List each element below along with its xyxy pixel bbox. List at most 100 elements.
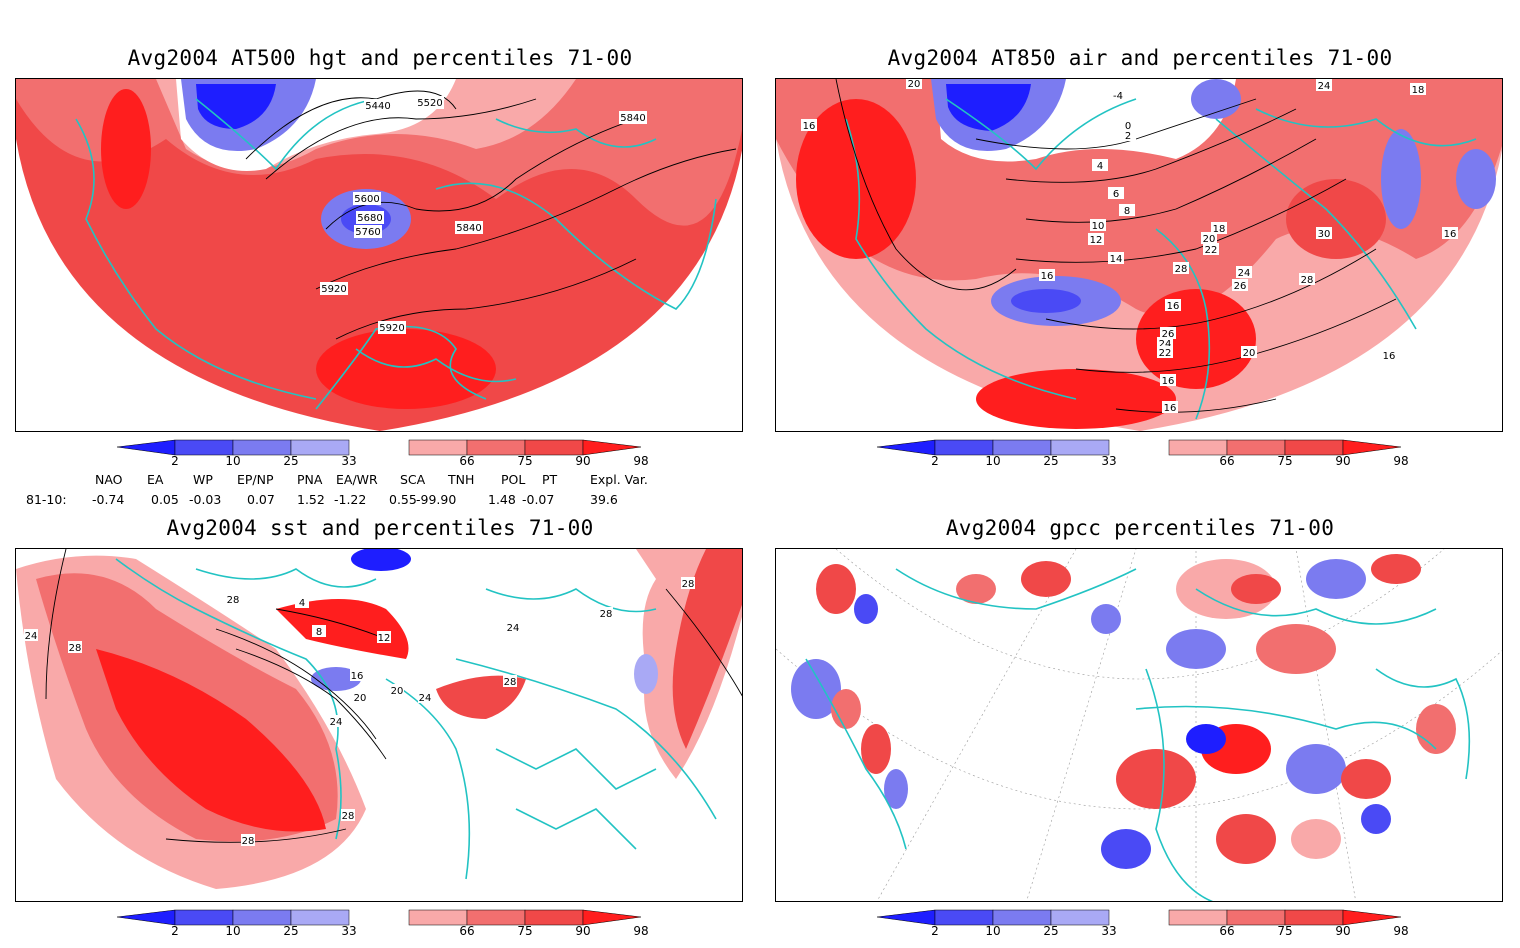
legend-tick: 98 bbox=[1393, 924, 1409, 938]
svg-text:12: 12 bbox=[378, 633, 391, 644]
svg-text:2: 2 bbox=[1125, 131, 1131, 142]
index-value: 39.6 bbox=[590, 492, 618, 507]
coastlines bbox=[805, 568, 1471, 901]
index-header: PNA bbox=[297, 472, 323, 487]
svg-text:20: 20 bbox=[354, 693, 367, 704]
legend-tick: 25 bbox=[283, 454, 299, 468]
legend-tick: 98 bbox=[633, 454, 649, 468]
contour-label: 28 bbox=[68, 641, 82, 654]
svg-text:24: 24 bbox=[1159, 339, 1172, 350]
contour-label: 5600 bbox=[353, 192, 381, 205]
contour-label: 16 bbox=[1160, 374, 1176, 387]
temperature-contours bbox=[835, 79, 1397, 413]
contour-label: 5920 bbox=[320, 282, 348, 295]
svg-text:24: 24 bbox=[507, 623, 520, 634]
svg-text:26: 26 bbox=[1162, 329, 1175, 340]
anomaly-region-blue-3 bbox=[634, 654, 658, 694]
contour-label: 5760 bbox=[354, 225, 382, 238]
contour-label: 10 bbox=[1090, 219, 1106, 232]
legend-tick: 33 bbox=[1101, 924, 1117, 938]
anomaly-region-blue-2 bbox=[946, 84, 1031, 131]
svg-text:16: 16 bbox=[1383, 351, 1396, 362]
contour-label: 0 bbox=[1120, 119, 1136, 132]
svg-text:28: 28 bbox=[242, 836, 255, 847]
svg-text:5440: 5440 bbox=[365, 101, 390, 112]
legend-tick: 75 bbox=[1277, 924, 1293, 938]
legend-bar bbox=[116, 909, 642, 926]
svg-text:16: 16 bbox=[351, 671, 364, 682]
index-value: 1.52 bbox=[297, 492, 325, 507]
svg-text:30: 30 bbox=[1318, 229, 1331, 240]
contour-label: 5440 bbox=[364, 99, 392, 112]
legend-tick: 33 bbox=[341, 924, 357, 938]
contour-label: 12 bbox=[377, 631, 391, 644]
panel-title-2: Avg2004 AT850 air and percentiles 71-00 bbox=[887, 46, 1393, 70]
svg-text:24: 24 bbox=[330, 717, 343, 728]
contour-labels: 5440 5520 5840 5600 5680 5760 5840 5920 … bbox=[320, 96, 647, 334]
svg-text:24: 24 bbox=[419, 693, 432, 704]
contour-label: 28 bbox=[341, 809, 355, 822]
map-sst: 24 28 28 4 8 12 16 20 24 28 28 20 24 28 … bbox=[16, 549, 742, 889]
svg-text:16: 16 bbox=[1167, 301, 1180, 312]
svg-text:16: 16 bbox=[1444, 229, 1457, 240]
map-hgt500: 5440 5520 5840 5600 5680 5760 5840 5920 … bbox=[16, 79, 742, 431]
contour-label: 5520 bbox=[416, 96, 444, 109]
panel-title-3: Avg2004 sst and percentiles 71-00 bbox=[166, 516, 594, 540]
legend-tick: 66 bbox=[459, 454, 475, 468]
svg-text:6: 6 bbox=[1113, 189, 1119, 200]
contour-label: 16 bbox=[1442, 227, 1458, 240]
contour-label: 5680 bbox=[356, 211, 384, 224]
anomaly-region-blue-2 bbox=[196, 84, 276, 129]
svg-text:26: 26 bbox=[1234, 281, 1247, 292]
index-value: 1.48 bbox=[488, 492, 516, 507]
legend-tick: 2 bbox=[171, 454, 179, 468]
anomaly-region-blue-4 bbox=[1011, 289, 1081, 313]
contour-label: 24 bbox=[329, 715, 343, 728]
svg-text:28: 28 bbox=[682, 579, 695, 590]
legend-tick: 33 bbox=[341, 454, 357, 468]
legend-tick: 2 bbox=[171, 924, 179, 938]
legend-tick: 25 bbox=[283, 924, 299, 938]
contour-label: 12 bbox=[1088, 233, 1104, 246]
contour-label: 5920 bbox=[378, 321, 406, 334]
svg-text:24: 24 bbox=[1318, 81, 1331, 92]
contour-label: 28 bbox=[503, 675, 517, 688]
legend-tick: 75 bbox=[517, 924, 533, 938]
legend-tick: 90 bbox=[575, 924, 591, 938]
svg-text:4: 4 bbox=[299, 598, 305, 609]
svg-text:16: 16 bbox=[1041, 271, 1054, 282]
svg-text:20: 20 bbox=[1203, 234, 1216, 245]
contour-label: 20 bbox=[906, 79, 922, 90]
legend-bar bbox=[116, 439, 642, 456]
svg-text:0: 0 bbox=[1125, 121, 1131, 132]
contour-label: 8 bbox=[312, 625, 326, 638]
color-legend-3: 2 10 25 33 66 75 90 98 bbox=[115, 908, 655, 948]
panel-title-1: Avg2004 AT500 hgt and percentiles 71-00 bbox=[127, 46, 633, 70]
svg-text:5760: 5760 bbox=[355, 227, 380, 238]
legend-tick: 66 bbox=[1219, 454, 1235, 468]
svg-text:28: 28 bbox=[1301, 275, 1314, 286]
legend-tick: 75 bbox=[517, 454, 533, 468]
legend-tick: 33 bbox=[1101, 454, 1117, 468]
contour-label: 30 bbox=[1316, 227, 1332, 240]
anomaly-region-red-dark-1 bbox=[796, 99, 916, 259]
legend-tick: 75 bbox=[1277, 454, 1293, 468]
svg-text:20: 20 bbox=[908, 79, 921, 90]
legend-tick: 90 bbox=[1335, 454, 1351, 468]
svg-text:4: 4 bbox=[1097, 161, 1103, 172]
contour-label: 28 bbox=[1299, 273, 1315, 286]
legend-tick: 2 bbox=[931, 454, 939, 468]
contour-label: 28 bbox=[241, 834, 255, 847]
anomaly-region-red-light-2 bbox=[672, 549, 742, 749]
map-panel-hgt500: 5440 5520 5840 5600 5680 5760 5840 5920 … bbox=[15, 78, 743, 432]
anomaly-region-red-dark-1 bbox=[96, 649, 326, 832]
contour-label: 28 bbox=[681, 577, 695, 590]
legend-tick: 66 bbox=[459, 924, 475, 938]
contour-label: 24 bbox=[1236, 266, 1252, 279]
contour-label: 14 bbox=[1108, 252, 1124, 265]
index-header: WP bbox=[193, 472, 213, 487]
index-value: 0.55 bbox=[389, 492, 417, 507]
index-header: Expl. Var. bbox=[590, 472, 648, 487]
map-air850: 20 -4 24 18 16 0 2 4 6 8 10 12 14 16 18 … bbox=[776, 79, 1502, 431]
map-panel-air850: 20 -4 24 18 16 0 2 4 6 8 10 12 14 16 18 … bbox=[775, 78, 1503, 432]
